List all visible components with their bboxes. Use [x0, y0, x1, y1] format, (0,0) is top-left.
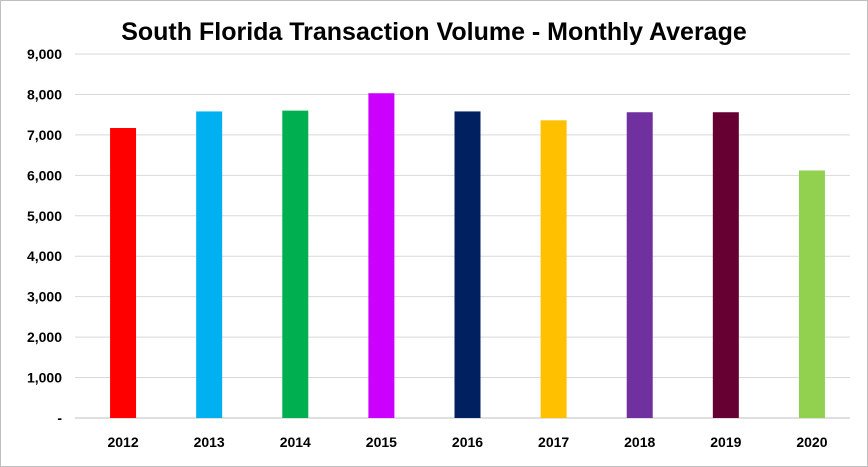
bar-2017: [540, 120, 567, 418]
x-tick-label: 2015: [366, 434, 397, 450]
x-tick-label: 2016: [452, 434, 483, 450]
bar-2012: [110, 128, 137, 418]
x-tick-label: 2013: [194, 434, 225, 450]
x-tick-label: 2018: [624, 434, 655, 450]
y-tick-label: 3,000: [27, 289, 62, 305]
y-tick-label: -: [57, 410, 62, 426]
bar-2013: [196, 111, 223, 418]
y-tick-label: 7,000: [27, 127, 62, 143]
x-tick-label: 2019: [710, 434, 741, 450]
bar-2020: [798, 170, 825, 418]
x-tick-label: 2012: [107, 434, 138, 450]
y-tick-label: 6,000: [27, 167, 62, 183]
y-tick-label: 8,000: [27, 86, 62, 102]
y-tick-label: 2,000: [27, 329, 62, 345]
chart-title: South Florida Transaction Volume - Month…: [121, 18, 747, 46]
bar-2014: [282, 110, 309, 418]
bar-2018: [626, 112, 653, 419]
x-tick-label: 2017: [538, 434, 569, 450]
y-tick-label: 4,000: [27, 248, 62, 264]
bar-2016: [454, 111, 481, 418]
y-tick-label: 5,000: [27, 208, 62, 224]
y-tick-label: 1,000: [27, 370, 62, 386]
x-tick-label: 2020: [796, 434, 827, 450]
bar-2019: [712, 112, 739, 419]
x-tick-label: 2014: [280, 434, 311, 450]
bar-2015: [368, 93, 395, 418]
y-tick-label: 9,000: [27, 46, 62, 62]
